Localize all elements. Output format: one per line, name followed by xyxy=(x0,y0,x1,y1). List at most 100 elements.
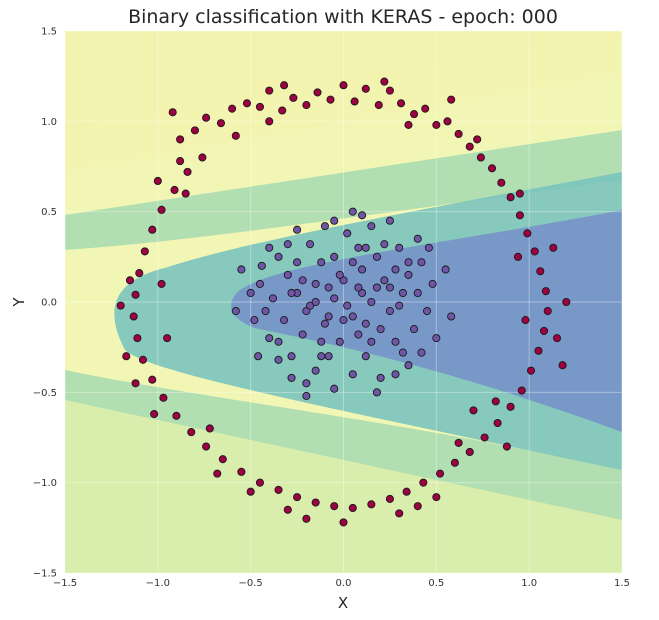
data-point-class-0 xyxy=(404,120,413,129)
data-point-class-0 xyxy=(397,99,406,108)
data-point-class-0 xyxy=(246,487,255,496)
data-point-class-1 xyxy=(311,366,320,375)
data-point-class-0 xyxy=(159,393,168,402)
data-point-class-1 xyxy=(380,240,389,249)
data-point-class-1 xyxy=(348,312,357,321)
data-point-class-1 xyxy=(339,276,348,285)
x-tick-label: 0.0 xyxy=(336,578,352,589)
data-point-class-1 xyxy=(361,243,370,252)
data-point-class-0 xyxy=(187,428,196,437)
data-point-class-0 xyxy=(170,185,179,195)
data-point-class-0 xyxy=(216,119,226,128)
data-point-class-0 xyxy=(502,442,511,451)
data-point-class-0 xyxy=(237,467,246,476)
data-point-class-1 xyxy=(404,258,413,267)
data-point-class-0 xyxy=(135,269,144,278)
contour-band xyxy=(231,210,622,432)
data-point-class-0 xyxy=(202,113,211,122)
data-point-class-1 xyxy=(324,283,333,292)
data-point-class-1 xyxy=(311,297,320,307)
data-point-class-1 xyxy=(422,306,432,316)
data-point-class-0 xyxy=(157,205,166,214)
data-point-class-1 xyxy=(317,258,326,267)
data-point-class-1 xyxy=(274,337,283,346)
y-axis-label: Y xyxy=(10,297,28,308)
data-point-class-0 xyxy=(506,193,515,202)
data-points xyxy=(116,77,571,527)
data-point-class-1 xyxy=(358,288,367,298)
data-point-class-0 xyxy=(302,514,311,523)
data-point-class-0 xyxy=(176,157,185,166)
data-point-class-0 xyxy=(385,494,394,503)
data-point-class-1 xyxy=(348,370,357,379)
data-point-class-1 xyxy=(348,258,357,267)
data-point-class-1 xyxy=(372,252,381,261)
data-point-class-1 xyxy=(380,276,389,285)
data-point-class-0 xyxy=(163,334,172,343)
data-point-class-1 xyxy=(274,355,283,364)
data-point-class-0 xyxy=(330,502,339,511)
data-point-class-0 xyxy=(413,502,422,511)
data-point-class-0 xyxy=(493,418,502,428)
data-point-class-0 xyxy=(339,81,348,90)
data-point-class-1 xyxy=(287,373,296,382)
data-point-class-1 xyxy=(283,240,292,249)
data-point-class-1 xyxy=(283,270,292,279)
data-point-class-0 xyxy=(133,334,142,343)
y-tick-label: 1.0 xyxy=(41,117,57,128)
data-point-class-0 xyxy=(148,225,157,234)
data-point-class-0 xyxy=(534,346,543,355)
data-point-class-1 xyxy=(311,279,320,288)
data-point-class-0 xyxy=(326,95,335,104)
data-point-class-0 xyxy=(523,229,532,238)
data-point-class-0 xyxy=(380,77,389,86)
data-point-class-0 xyxy=(435,469,445,478)
data-point-class-0 xyxy=(198,153,207,162)
data-point-class-0 xyxy=(131,379,140,388)
data-point-class-1 xyxy=(274,252,283,261)
x-tick-label: −1.0 xyxy=(146,578,170,589)
data-point-class-0 xyxy=(473,135,482,144)
data-point-class-0 xyxy=(361,84,370,93)
data-point-class-1 xyxy=(320,319,329,328)
data-point-class-1 xyxy=(354,243,363,252)
data-point-class-0 xyxy=(140,247,149,256)
data-point-class-1 xyxy=(395,243,404,252)
data-point-class-1 xyxy=(376,373,385,382)
data-point-class-1 xyxy=(287,288,296,298)
data-point-class-0 xyxy=(515,211,524,220)
y-tick-labels: −1.5 −1.0 −0.5 0.0 0.5 1.0 1.5 xyxy=(33,27,57,580)
y-tick-label: −0.5 xyxy=(33,388,57,399)
data-point-class-0 xyxy=(242,99,252,108)
data-point-class-0 xyxy=(552,334,562,343)
data-point-class-1 xyxy=(246,288,255,298)
data-point-class-1 xyxy=(268,294,277,303)
chart-title: Binary classification with KERAS - epoch… xyxy=(128,6,558,28)
data-point-class-1 xyxy=(348,207,357,216)
data-point-class-0 xyxy=(280,81,289,90)
data-point-class-0 xyxy=(385,86,394,95)
data-point-class-1 xyxy=(287,352,296,361)
x-tick-labels: −1.5 −1.0 −0.5 0.0 0.5 1.0 1.5 xyxy=(53,578,630,589)
data-point-class-1 xyxy=(250,316,259,325)
data-point-class-1 xyxy=(293,225,302,234)
data-point-class-0 xyxy=(410,110,419,119)
data-point-class-1 xyxy=(320,222,329,231)
data-point-class-1 xyxy=(335,270,344,279)
data-point-class-0 xyxy=(530,247,539,256)
data-point-class-0 xyxy=(265,86,274,95)
data-point-class-1 xyxy=(404,361,413,370)
x-tick-label: 1.5 xyxy=(614,578,630,589)
data-point-class-0 xyxy=(454,438,463,447)
data-point-class-1 xyxy=(441,265,450,274)
data-point-class-0 xyxy=(138,355,148,364)
data-point-class-1 xyxy=(324,312,333,321)
grid-lines xyxy=(65,31,622,573)
data-point-class-1 xyxy=(372,388,381,397)
data-point-class-1 xyxy=(302,391,311,400)
data-point-class-1 xyxy=(372,283,381,292)
data-point-class-1 xyxy=(330,384,339,393)
data-point-class-1 xyxy=(306,240,315,249)
data-point-class-1 xyxy=(385,216,394,225)
